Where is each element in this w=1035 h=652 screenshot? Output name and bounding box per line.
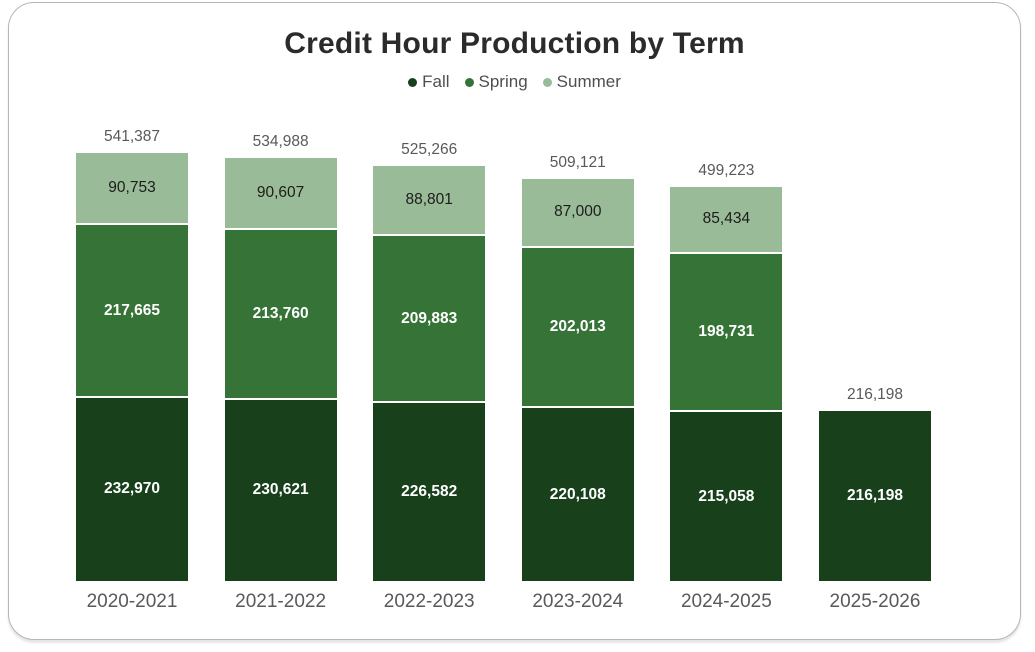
bar-segment-summer[interactable]: 85,434 [669,185,784,254]
bar-segment-spring[interactable]: 213,760 [223,229,338,399]
category-label: 2021-2022 [235,590,327,612]
category-label: 2024-2025 [680,590,772,612]
bar-stack: 85,434 198,731 215,058 [669,185,784,582]
legend-item-summer[interactable]: Summer [542,72,621,92]
segment-value-label: 220,108 [549,485,606,503]
bar-segment-fall[interactable]: 232,970 [75,396,189,582]
chart-title: Credit Hour Production by Term [284,27,745,60]
bar-column: 216,198 216,198 2025-2026 [817,386,932,615]
plot-area: 541,387 90,753 217,665 232,970 2020-2021 534,… [9,128,1020,615]
bar-segment-summer[interactable]: 88,801 [372,164,487,236]
bar-segment-spring[interactable]: 209,883 [372,235,487,402]
segment-value-label: 230,621 [252,481,309,499]
segment-value-label: 215,058 [698,487,755,505]
category-label: 2025-2026 [829,590,921,612]
bar-stack: 216,198 [817,410,932,582]
bar-stack: 90,753 217,665 232,970 [75,152,189,582]
segment-value-label: 85,434 [702,210,751,228]
bar-stack: 88,801 209,883 226,582 [372,164,487,582]
bar-segment-fall[interactable]: 226,582 [372,401,487,582]
legend-dot-icon [542,77,552,87]
bar-segment-fall[interactable]: 215,058 [669,411,784,582]
legend-dot-icon [408,77,418,87]
legend-item-spring[interactable]: Spring [464,72,528,92]
segment-value-label: 226,582 [401,482,458,500]
bar-segment-fall[interactable]: 230,621 [223,398,338,582]
bar-segment-summer[interactable]: 90,607 [223,157,338,229]
category-label: 2020-2021 [86,590,178,612]
bar-segment-spring[interactable]: 198,731 [669,253,784,412]
bar-segment-fall[interactable]: 216,198 [817,410,932,582]
segment-value-label: 198,731 [698,323,755,341]
segment-value-label: 90,607 [256,184,305,201]
bar-column: 525,266 88,801 209,883 226,582 2022-2023 [372,140,487,615]
bar-column: 534,988 90,607 213,760 230,621 2021-2022 [223,133,338,615]
segment-value-label: 88,801 [405,191,453,209]
bar-segment-spring[interactable]: 217,665 [75,224,189,397]
bar-segment-spring[interactable]: 202,013 [520,246,635,408]
legend-dot-icon [464,77,474,87]
bar-stack: 90,607 213,760 230,621 [223,157,338,582]
category-label: 2023-2024 [532,590,624,612]
total-label: 541,387 [103,128,161,145]
legend-label: Spring [478,72,528,91]
category-label: 2022-2023 [383,590,475,612]
chart-card: Credit Hour Production by Term Fall Spri… [8,2,1021,640]
bar-segment-fall[interactable]: 220,108 [520,407,635,582]
segment-value-label: 217,665 [103,301,161,319]
segment-value-label: 213,760 [252,304,309,322]
bar-column: 499,223 85,434 198,731 215,058 2024-2025 [669,161,784,615]
legend-label: Summer [556,72,621,91]
segment-value-label: 209,883 [401,309,458,327]
total-label: 499,223 [698,161,755,179]
bar-stack: 87,000 202,013 220,108 [520,177,635,582]
bar-column: 541,387 90,753 217,665 232,970 2020-2021 [75,128,189,615]
legend-label: Fall [422,72,450,91]
total-label: 216,198 [846,386,903,404]
bar-segment-summer[interactable]: 90,753 [75,152,189,225]
total-label: 534,988 [252,133,309,150]
segment-value-label: 216,198 [846,487,903,505]
chart-legend: Fall Spring Summer [9,70,1020,94]
segment-value-label: 202,013 [549,317,606,335]
bar-column: 509,121 87,000 202,013 220,108 2023-2024 [520,153,635,615]
total-label: 525,266 [401,140,458,158]
bar-segment-summer[interactable]: 87,000 [520,177,635,247]
segment-value-label: 87,000 [554,203,602,221]
total-label: 509,121 [549,153,606,171]
legend-item-fall[interactable]: Fall [408,72,450,92]
segment-value-label: 90,753 [108,179,156,197]
segment-value-label: 232,970 [103,480,161,498]
